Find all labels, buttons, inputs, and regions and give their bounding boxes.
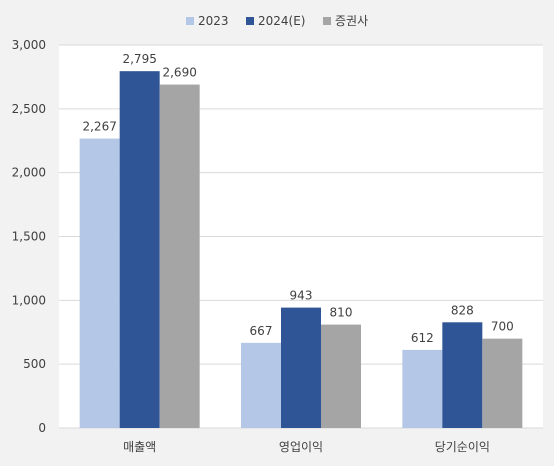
data-label: 943 [290, 289, 313, 303]
bar [482, 338, 523, 428]
data-label: 810 [330, 306, 353, 320]
legend-label: 증권사 [335, 14, 368, 28]
bar [321, 324, 361, 428]
y-tick-label: 1,000 [12, 293, 46, 307]
data-label: 2,267 [82, 120, 116, 134]
legend-label: 2023 [198, 14, 229, 28]
x-axis-ticks: 매출액 영업이익 당기순이익 [123, 440, 490, 454]
y-tick-label: 3,000 [12, 38, 46, 52]
legend-swatch [246, 17, 254, 25]
data-label: 700 [491, 320, 514, 334]
x-tick-label: 영업이익 [279, 440, 323, 454]
bar [119, 71, 160, 429]
bars [79, 71, 523, 429]
legend-label: 2024(E) [258, 14, 305, 28]
bar [79, 138, 120, 429]
data-label: 2,795 [122, 52, 156, 66]
legend: 2023 2024(E) 증권사 [186, 14, 368, 28]
x-tick-label: 당기순이익 [435, 440, 490, 454]
bar [281, 307, 321, 428]
y-axis-ticks: 0 500 1,000 1,500 2,000 2,500 3,000 [12, 38, 46, 435]
y-tick-label: 2,500 [12, 102, 46, 116]
legend-swatch [186, 17, 194, 25]
bar [241, 342, 281, 428]
bar [442, 322, 483, 428]
y-tick-label: 500 [23, 357, 46, 371]
data-label: 612 [411, 331, 434, 345]
y-tick-label: 0 [38, 421, 46, 435]
bar [402, 349, 443, 428]
data-labels: 2,267 2,795 2,690 667 943 810 612 828 700 [82, 52, 513, 345]
y-tick-label: 1,500 [12, 230, 46, 244]
bar [159, 84, 200, 429]
legend-swatch [323, 17, 331, 25]
data-label: 667 [250, 324, 273, 338]
x-tick-label: 매출액 [123, 440, 156, 454]
data-label: 828 [451, 303, 474, 317]
data-label: 2,690 [162, 66, 196, 80]
y-tick-label: 2,000 [12, 166, 46, 180]
